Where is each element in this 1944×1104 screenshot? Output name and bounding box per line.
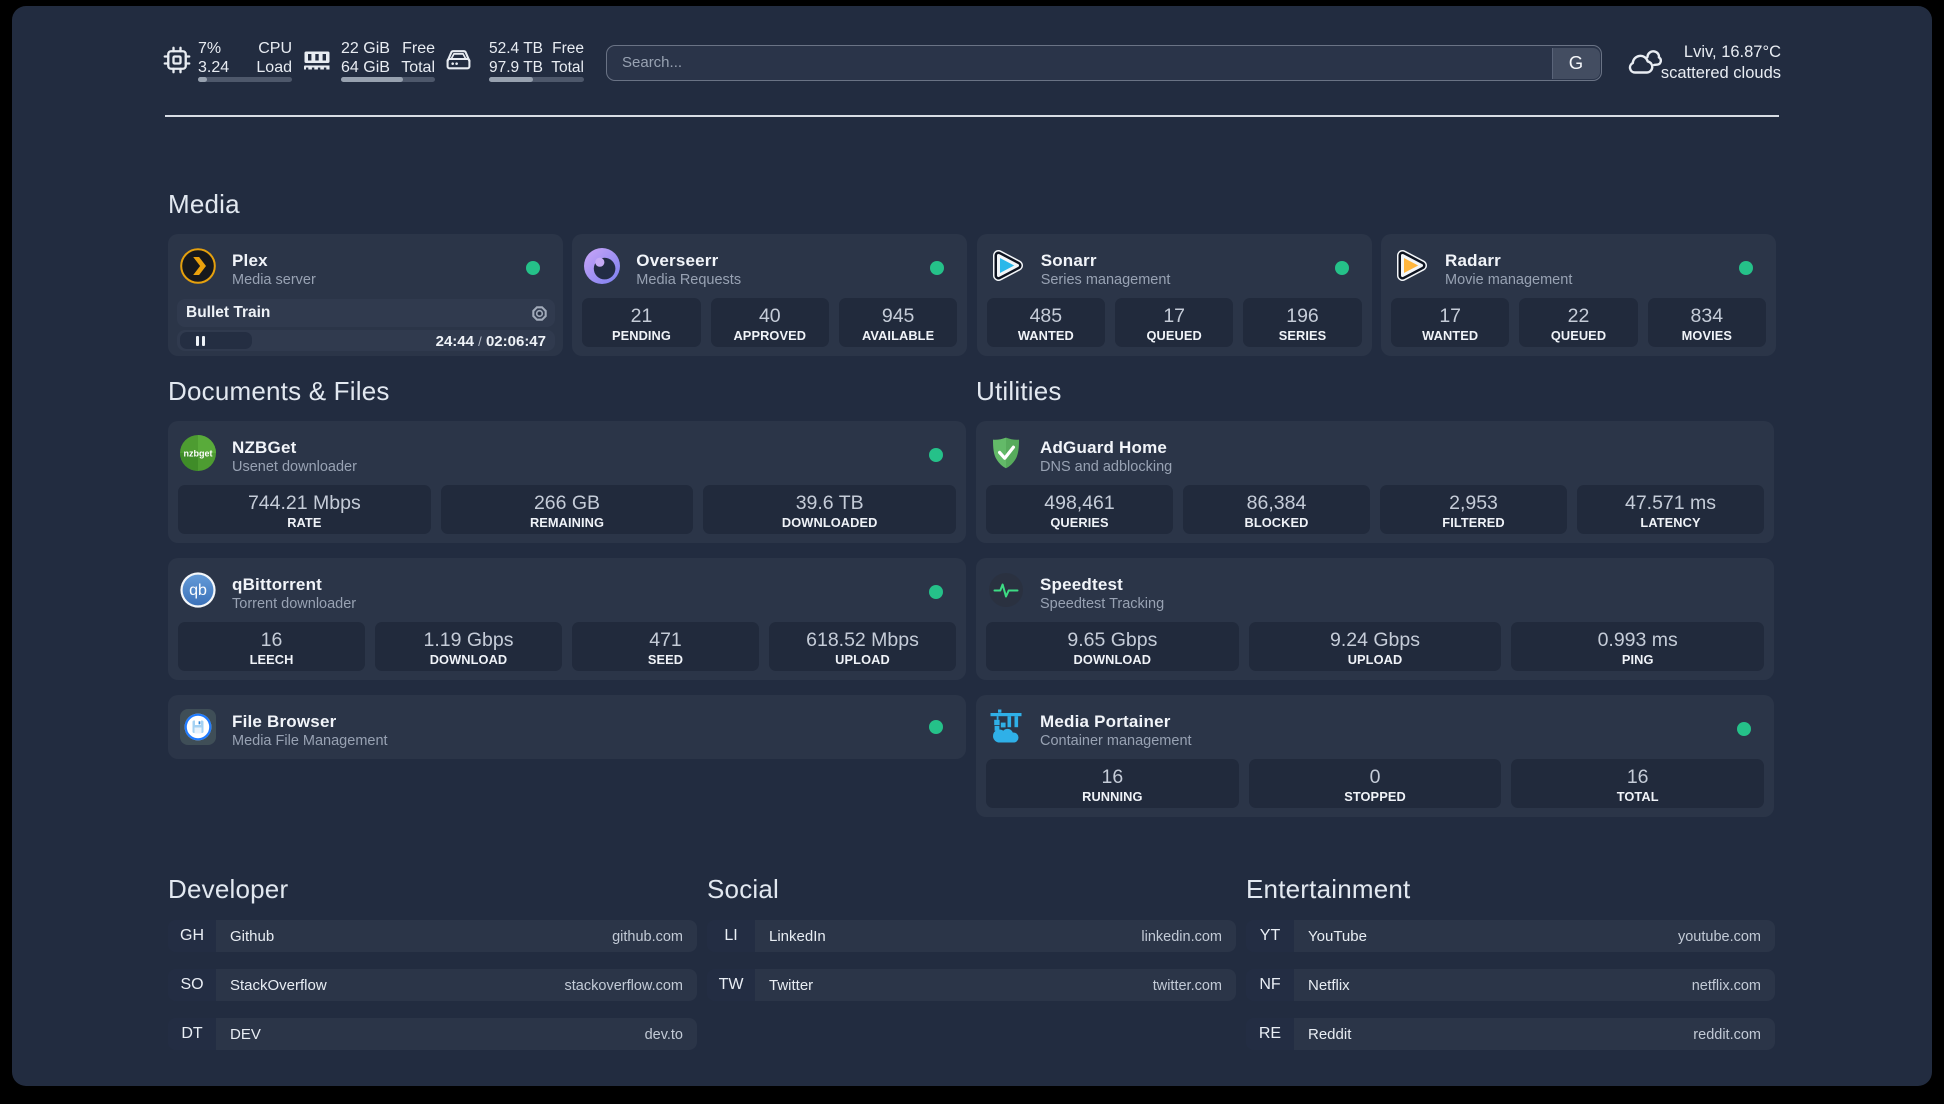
svg-text:qb: qb xyxy=(189,582,207,599)
svg-text:nzbget: nzbget xyxy=(184,449,213,459)
